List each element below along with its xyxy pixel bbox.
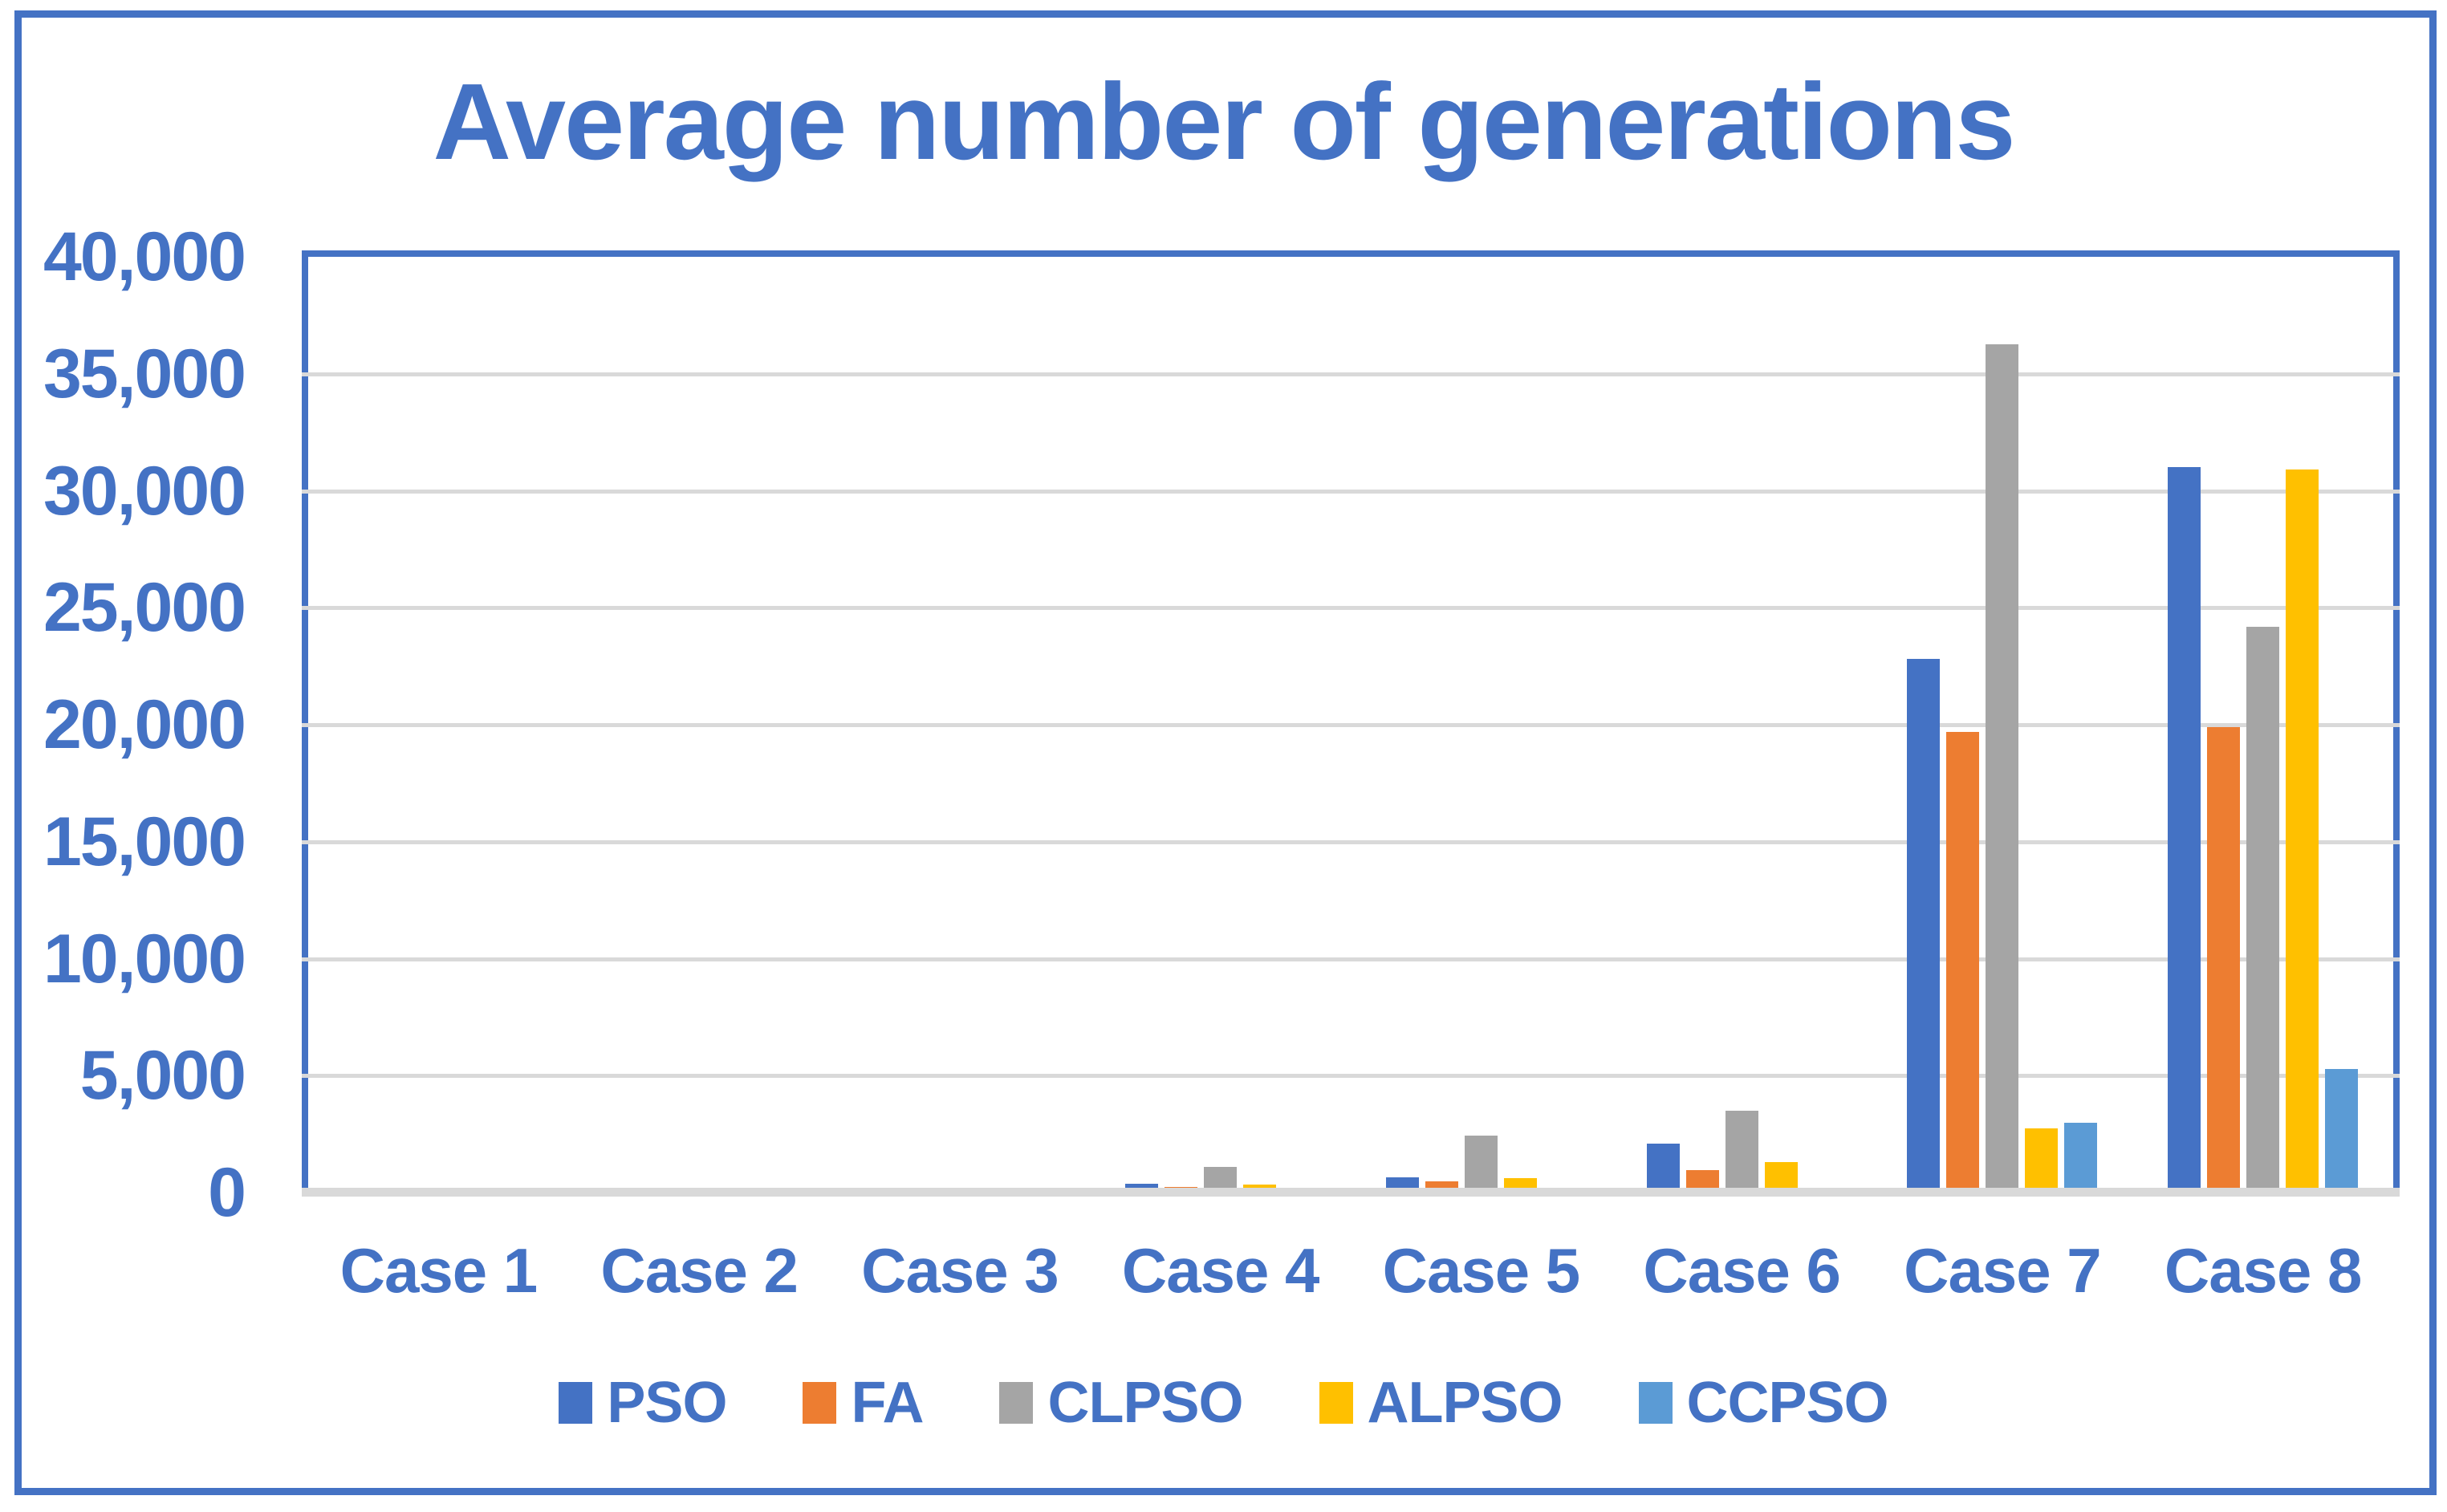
y-tick-label-10000: 10,000	[43, 920, 246, 998]
bar-group-case-4	[1125, 257, 1316, 1193]
x-axis-line	[302, 1188, 2400, 1197]
gridline-25000	[302, 606, 2400, 611]
y-tick-label-30000: 30,000	[43, 452, 246, 530]
y-tick-label-40000: 40,000	[43, 218, 246, 295]
bar-group-case-3	[864, 257, 1055, 1193]
bar-alpso-case-8	[2286, 469, 2319, 1193]
y-tick-label-0: 0	[208, 1154, 246, 1231]
x-tick-label-case-6: Case 6	[1643, 1235, 1841, 1306]
legend-swatch-pso	[559, 1381, 593, 1424]
bar-fa-case-7	[1946, 732, 1980, 1193]
figure-border	[14, 10, 2437, 1495]
bar-clpso-case-5	[1464, 1136, 1498, 1193]
plot-area	[302, 250, 2400, 1197]
bar-ccpso-case-7	[2064, 1123, 2098, 1193]
x-axis: Case 1 Case 2 Case 3 Case 4 Case 5 Case 6 Case…	[308, 1234, 2393, 1307]
x-tick-label-case-5: Case 5	[1382, 1235, 1581, 1306]
legend-item-alpso: ALPSO	[1319, 1370, 1563, 1436]
legend-swatch-clpso	[999, 1381, 1034, 1424]
legend-swatch-ccpso	[1638, 1381, 1673, 1424]
bar-fa-case-8	[2207, 727, 2241, 1193]
x-tick-label-case-8: Case 8	[2164, 1235, 2363, 1306]
bar-pso-case-8	[2168, 467, 2201, 1193]
bar-clpso-case-7	[1986, 344, 2019, 1193]
gridline-5000	[302, 1074, 2400, 1079]
x-tick-label-case-3: Case 3	[861, 1235, 1059, 1306]
bar-group-case-6	[1646, 257, 1837, 1193]
legend-item-clpso: CLPSO	[999, 1370, 1244, 1436]
bar-pso-case-7	[1907, 659, 1941, 1193]
legend-item-ccpso: CCPSO	[1638, 1370, 1889, 1436]
bar-alpso-case-6	[1764, 1162, 1798, 1193]
legend-label-fa: FA	[851, 1370, 924, 1435]
legend-item-pso: PSO	[559, 1370, 727, 1436]
gridline-20000	[302, 723, 2400, 727]
bar-group-case-8	[2168, 257, 2359, 1193]
bar-group-case-1	[343, 257, 534, 1193]
bar-alpso-case-7	[2025, 1128, 2059, 1193]
bar-pso-case-6	[1646, 1144, 1680, 1193]
plot-inner	[302, 257, 2400, 1197]
y-tick-label-25000: 25,000	[43, 569, 246, 647]
legend-label-clpso: CLPSO	[1047, 1370, 1243, 1435]
y-tick-label-15000: 15,000	[43, 803, 246, 880]
bar-clpso-case-6	[1725, 1111, 1758, 1193]
gridline-30000	[302, 489, 2400, 494]
bar-group-case-2	[604, 257, 795, 1193]
legend-swatch-alpso	[1319, 1381, 1353, 1424]
bar-groups	[308, 257, 2393, 1193]
legend-label-ccpso: CCPSO	[1686, 1370, 1889, 1435]
bar-group-case-5	[1385, 257, 1576, 1193]
legend-label-pso: PSO	[607, 1370, 727, 1435]
x-tick-label-case-1: Case 1	[339, 1235, 539, 1306]
legend-swatch-fa	[803, 1381, 837, 1424]
y-tick-label-5000: 5,000	[79, 1037, 246, 1115]
gridline-15000	[302, 839, 2400, 844]
legend: PSO FA CLPSO ALPSO CCPSO	[0, 1364, 2447, 1441]
gridline-35000	[302, 372, 2400, 376]
legend-item-fa: FA	[803, 1370, 924, 1436]
bar-group-case-7	[1907, 257, 2098, 1193]
chart-title: Average number of generations	[433, 61, 2016, 182]
bar-ccpso-case-8	[2325, 1069, 2359, 1193]
legend-label-alpso: ALPSO	[1367, 1370, 1563, 1435]
x-tick-label-case-7: Case 7	[1904, 1235, 2102, 1306]
x-tick-label-case-2: Case 2	[600, 1235, 799, 1306]
bar-clpso-case-8	[2246, 627, 2280, 1193]
y-tick-label-20000: 20,000	[43, 686, 246, 763]
gridline-10000	[302, 957, 2400, 961]
x-tick-label-case-4: Case 4	[1121, 1235, 1320, 1306]
y-tick-label-35000: 35,000	[43, 335, 246, 413]
